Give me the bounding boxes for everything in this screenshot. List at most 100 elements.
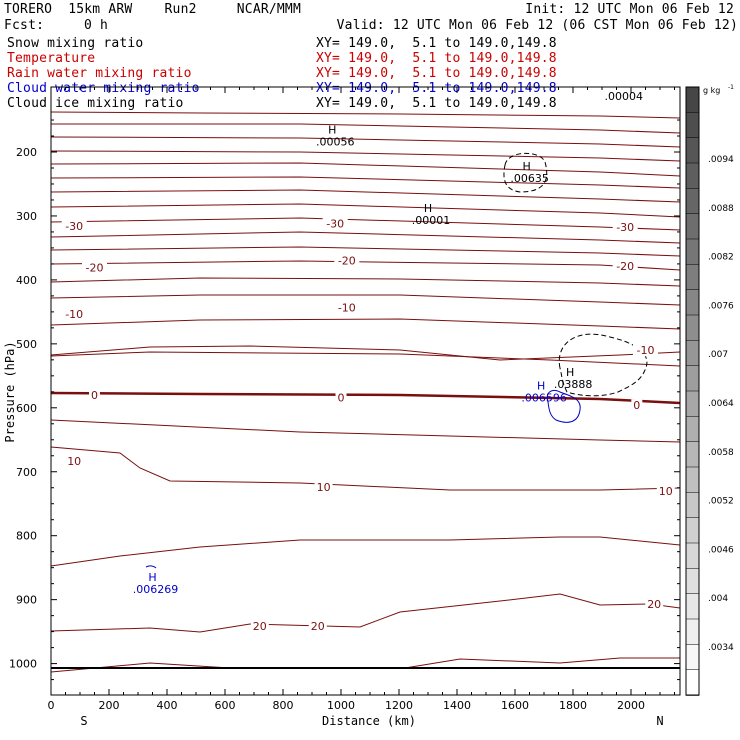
x-tick-label: 1400	[443, 699, 471, 712]
cloud-water-contour	[145, 565, 157, 569]
extremum-symbol: H	[537, 379, 545, 392]
isotherm-label-bg	[612, 259, 638, 272]
colorbar-unit-exponent: -1	[728, 84, 734, 91]
extremum-value: .00056	[316, 135, 355, 148]
isotherm-label-bg	[61, 307, 87, 320]
xy-cloud-water: XY= 149.0, 5.1 to 149.0,149.8	[316, 81, 557, 96]
colorbar-label: .0094	[708, 155, 734, 165]
isotherm-line	[50, 593, 681, 633]
colorbar-label: .0064	[708, 399, 734, 409]
x-end-label-north: N	[656, 714, 663, 728]
colorbar-swatch	[685, 593, 700, 620]
isotherm-line	[50, 203, 681, 218]
isotherm-label-bg	[308, 619, 327, 632]
y-tick-label: 900	[16, 594, 37, 607]
x-tick-label: 1800	[559, 699, 587, 712]
colorbar-swatch	[685, 568, 700, 595]
xy-rain: XY= 149.0, 5.1 to 149.0,149.8	[316, 66, 557, 81]
isotherm-label-bg	[61, 220, 87, 233]
isotherm-label: -20	[338, 255, 356, 268]
isotherm-label: 20	[253, 620, 267, 633]
axes-layer: 0 200 400 600 800 1000 1200 1400 1600 1800 2000200…	[9, 86, 681, 712]
colorbar-swatch	[685, 264, 700, 291]
isotherm-label-bg	[65, 454, 84, 467]
isotherm-line	[50, 189, 681, 203]
colorbar-swatch	[685, 669, 700, 696]
colorbar-label: .0088	[708, 204, 734, 214]
isotherm-line	[50, 136, 681, 148]
colorbar-label: .0046	[708, 545, 734, 555]
isotherm-label: -10	[65, 308, 83, 321]
y-tick-label: 500	[16, 338, 37, 351]
isotherm-line	[50, 231, 681, 244]
colorbar-swatch	[685, 86, 700, 114]
colorbar: .0034 .004 .0046 .0052 .0058 .0064 .007 .0076 .0…	[685, 84, 734, 696]
colorbar-swatch	[685, 416, 700, 443]
colorbar-swatch	[685, 112, 700, 139]
x-tick-label: 1600	[501, 699, 529, 712]
colorbar-swatch	[685, 365, 700, 392]
isotherm-label: 20	[647, 598, 661, 611]
x-tick-label: 1000	[327, 699, 355, 712]
colorbar-swatch	[685, 492, 700, 519]
extremum-symbol: H	[148, 571, 156, 584]
colorbar-swatch	[685, 238, 700, 266]
isotherm-line	[50, 150, 681, 162]
isotherm-label-bg	[82, 261, 107, 274]
freezing-level-line	[50, 391, 681, 405]
colorbar-label: .0058	[708, 448, 734, 458]
init-line: Init: 12 UTC Mon 06 Feb 12	[525, 2, 734, 17]
isotherm-line	[50, 260, 681, 271]
isotherm-label: 0	[91, 389, 98, 402]
x-tick-label: 800	[273, 699, 294, 712]
extremum-value: .00635	[510, 172, 549, 185]
isotherm-label: -30	[65, 220, 83, 233]
model-line: TORERO 15km ARW Run2 NCAR/MMM	[4, 2, 301, 17]
x-axis-title: Distance (km)	[322, 714, 416, 728]
y-tick-label: 200	[16, 146, 37, 159]
isotherm-label-bg	[250, 619, 269, 632]
colorbar-label: .004	[708, 594, 728, 604]
colorbar-label: .007	[708, 350, 728, 360]
x-tick-label: 400	[157, 699, 178, 712]
isotherm-line	[50, 446, 681, 491]
colorbar-swatch	[685, 340, 700, 367]
isotherm-line	[50, 419, 681, 443]
isotherm-label: -10	[338, 301, 356, 314]
isotherm-line	[51, 123, 681, 134]
legend-temperature: Temperature	[7, 51, 96, 66]
isotherm-label: -30	[326, 218, 344, 231]
isotherm-label-bg	[633, 344, 658, 357]
isotherm-line	[50, 176, 681, 189]
isotherm-line	[50, 294, 681, 306]
isotherm-label-bg	[612, 220, 638, 233]
colorbar-swatch	[685, 618, 700, 646]
isotherm-label-bg	[335, 391, 347, 404]
isotherm-line	[50, 246, 681, 257]
y-tick-label: 400	[16, 274, 37, 287]
colorbar-swatch	[685, 441, 700, 468]
xy-snow: XY= 149.0, 5.1 to 149.0,149.8	[316, 36, 557, 51]
xy-cloud-ice: XY= 149.0, 5.1 to 149.0,149.8	[316, 96, 557, 111]
colorbar-swatch	[685, 542, 700, 570]
y-axis-title: Pressure (hPa)	[3, 341, 17, 442]
colorbar-swatch	[685, 314, 700, 342]
cloud-water-contour	[546, 389, 581, 423]
isotherm-label: 10	[317, 481, 331, 494]
colorbar-swatch	[685, 644, 700, 671]
isotherm-label: 20	[311, 620, 325, 633]
colorbar-swatch	[685, 162, 700, 190]
y-tick-label: 800	[16, 530, 37, 543]
colorbar-label: .0034	[708, 643, 734, 653]
isotherm-line	[50, 217, 681, 231]
isotherm-line	[404, 657, 680, 669]
isotherm-label-bg	[334, 301, 360, 314]
isotherm-label: 0	[338, 392, 345, 405]
extremum-value: .03888	[554, 378, 593, 391]
extremum-value: .006269	[133, 583, 179, 596]
isotherm-label: 10	[67, 455, 81, 468]
colorbar-swatch	[685, 289, 700, 316]
colorbar-swatch	[685, 137, 700, 164]
colorbar-frame	[685, 86, 700, 696]
forecast-label: Fcst:	[4, 18, 45, 33]
